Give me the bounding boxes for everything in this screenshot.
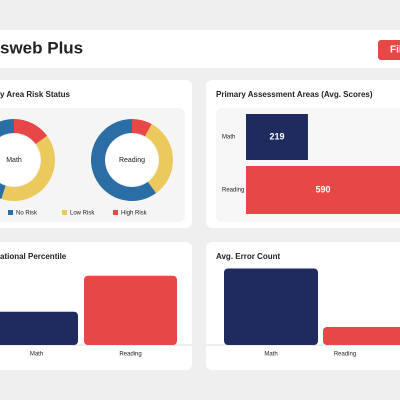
legend-swatch [113, 210, 118, 215]
donut-hole [106, 134, 158, 186]
bar [246, 114, 308, 160]
x-tick-label: Math [264, 352, 277, 358]
bar [224, 268, 318, 345]
donut-segment [14, 119, 48, 145]
bar [84, 275, 177, 345]
x-tick-label: Reading [119, 352, 141, 358]
legend-label: No Risk [16, 211, 38, 217]
legend-swatch [8, 210, 13, 215]
legend-label: Low Risk [70, 211, 95, 217]
donut-segment [145, 124, 173, 194]
donut-hole [0, 134, 40, 186]
donut-label: Reading [119, 157, 145, 164]
donut-segment [91, 119, 157, 201]
donut-segment [0, 119, 14, 199]
legend-label: High Risk [121, 211, 148, 217]
card-title: Primary Assessment Areas (Avg. Scores) [216, 90, 373, 99]
bar-value-label: 590 [315, 184, 330, 194]
bar-value-label: 219 [269, 131, 284, 141]
card-title: y Area Risk Status [0, 90, 71, 99]
donut-segment [1, 135, 55, 201]
x-tick-label: Reading [334, 352, 356, 358]
x-tick-label: Math [30, 352, 43, 358]
bar [323, 327, 400, 345]
donut-label: Math [6, 157, 22, 164]
bar [246, 166, 400, 214]
legend-swatch [62, 210, 67, 215]
card-title: ational Percentile [0, 252, 67, 261]
filter-button[interactable] [378, 40, 400, 60]
filter-button-label[interactable]: Fil [390, 45, 400, 56]
donut-segment [132, 119, 152, 137]
y-tick-label: Math [222, 135, 235, 141]
y-tick-label: Reading [222, 188, 244, 194]
bar [0, 311, 78, 345]
card-title: Avg. Error Count [216, 252, 280, 261]
app-title: sweb Plus [0, 38, 83, 57]
header-bar [0, 30, 400, 68]
